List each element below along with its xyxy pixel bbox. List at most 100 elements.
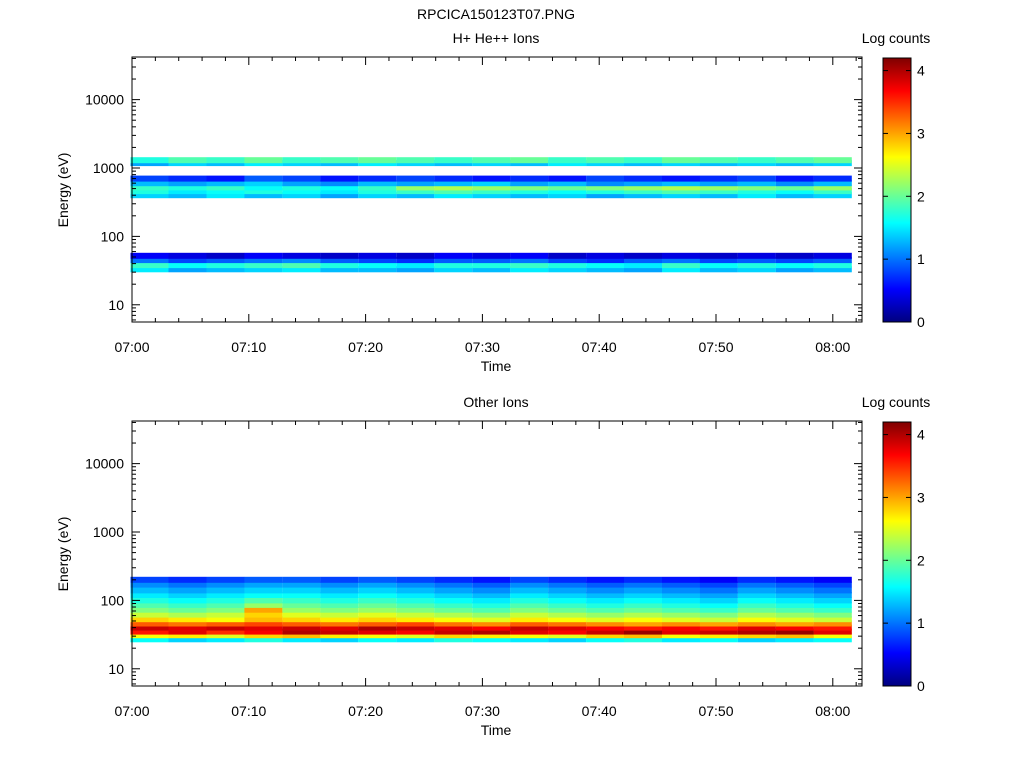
heatmap-cell	[244, 592, 283, 598]
y-tick-label: 1000	[93, 160, 124, 176]
heatmap-cell	[472, 175, 511, 182]
heatmap-cell	[320, 632, 359, 639]
heatmap-cell	[244, 611, 283, 618]
heatmap-cell	[130, 606, 169, 613]
heatmap-cell	[244, 620, 283, 627]
heatmap-cell	[737, 616, 776, 623]
heatmap-cell	[813, 587, 852, 594]
heatmap-cell	[130, 636, 169, 643]
heatmap-cell	[130, 257, 169, 264]
heatmap-cell	[244, 175, 283, 182]
heatmap-cell	[472, 188, 511, 195]
heatmap-cell	[699, 628, 738, 635]
heatmap-cell	[282, 606, 321, 613]
x-tick-label: 07:20	[348, 703, 383, 719]
heatmap-cell	[737, 628, 776, 635]
heatmap-cell	[662, 262, 700, 269]
heatmap-cell	[586, 601, 625, 608]
heatmap-cell	[282, 636, 321, 643]
heatmap-cell	[168, 620, 207, 627]
heatmap-cell	[206, 632, 245, 639]
heatmap-cell	[510, 188, 549, 195]
heatmap-cell	[813, 620, 852, 627]
x-axis-label: Time	[481, 358, 512, 374]
heatmap-cell	[282, 592, 321, 598]
heatmap-cell	[206, 192, 245, 199]
heatmap-cell	[396, 184, 435, 191]
heatmap-cell	[244, 587, 283, 594]
heatmap-cell	[586, 606, 625, 613]
heatmap-cell	[282, 157, 321, 164]
heatmap-cell	[548, 597, 587, 604]
heatmap-cell	[775, 175, 814, 182]
heatmap-cell	[282, 180, 321, 187]
heatmap-cell	[206, 262, 245, 269]
heatmap-cell	[662, 601, 700, 608]
heatmap-cell	[168, 632, 207, 639]
heatmap-cell	[206, 581, 245, 588]
heatmap-cell	[320, 157, 359, 164]
heatmap-cell	[358, 628, 397, 635]
heatmap-cell	[396, 252, 435, 259]
heatmap-cell	[624, 597, 662, 604]
heatmap-cell	[586, 597, 625, 604]
heatmap-cell	[168, 184, 207, 191]
colorbar-tick-label: 4	[917, 63, 925, 79]
heatmap-cell	[244, 606, 283, 613]
heatmap-cell	[624, 606, 662, 613]
colorbar-ticks: 0 1 2 3 4	[883, 427, 925, 694]
heatmap-cell	[775, 184, 814, 191]
colorbar	[882, 57, 912, 323]
colorbar-tick-label: 0	[917, 314, 925, 330]
heatmap-cell	[548, 262, 587, 269]
heatmap-cell	[244, 257, 283, 264]
heatmap-cell	[358, 636, 397, 643]
heatmap-cell	[282, 266, 321, 273]
heatmap-cell	[510, 192, 549, 199]
heatmap-cell	[320, 576, 359, 583]
heatmap-cell	[699, 632, 738, 639]
heatmap-cell	[775, 266, 814, 273]
colorbar	[882, 421, 912, 687]
heatmap-cell	[168, 611, 207, 618]
y-tick-label: 10000	[85, 92, 124, 108]
heatmap-cell	[434, 601, 473, 608]
heatmap-cell	[320, 587, 359, 594]
heatmap-cell	[206, 576, 245, 583]
heatmap-cell	[586, 157, 625, 164]
heatmap-cell	[130, 576, 169, 583]
plot-area	[132, 421, 862, 686]
heatmap-cell	[396, 601, 435, 608]
heatmap-cell	[206, 616, 245, 623]
heatmap-cell	[737, 157, 776, 164]
heatmap-cell	[813, 636, 852, 643]
heatmap-cell	[206, 606, 245, 613]
heatmap-cell	[282, 616, 321, 623]
heatmap-cell	[168, 624, 207, 631]
heatmap-cell	[737, 606, 776, 613]
heatmap-cell	[206, 175, 245, 182]
heatmap-cell	[624, 180, 662, 187]
heatmap-cell	[358, 606, 397, 613]
heatmap-cell	[168, 252, 207, 259]
x-tick-label: 07:10	[231, 703, 266, 719]
heatmap-cell	[510, 636, 549, 643]
colorbar-tick-label: 1	[917, 615, 925, 631]
heatmap-cells	[130, 576, 852, 643]
heatmap-cell	[586, 266, 625, 273]
x-tick-label: 07:50	[698, 339, 733, 355]
heatmap-cell	[358, 188, 397, 195]
heatmap-cell	[434, 581, 473, 588]
heatmap-cell	[434, 180, 473, 187]
heatmap-cell	[206, 636, 245, 643]
heatmap-cells	[130, 157, 852, 273]
heatmap-cell	[548, 257, 587, 264]
heatmap-cell	[396, 192, 435, 199]
heatmap-cell	[358, 157, 397, 164]
x-tick-label: 07:00	[114, 703, 149, 719]
heatmap-cell	[510, 620, 549, 627]
heatmap-cell	[282, 175, 321, 182]
heatmap-cell	[813, 592, 852, 598]
